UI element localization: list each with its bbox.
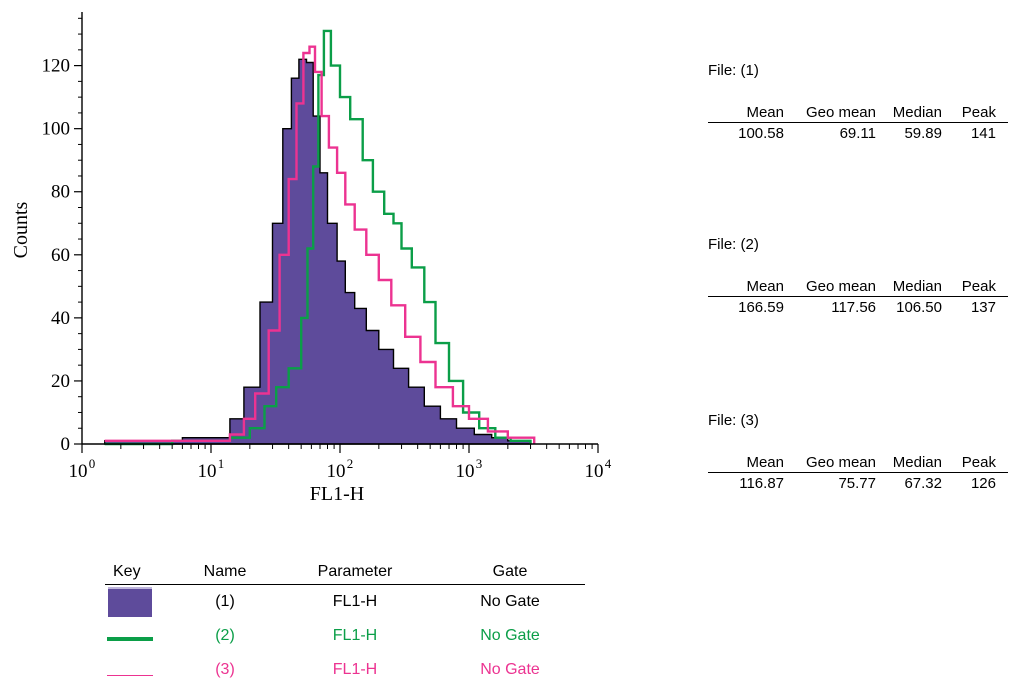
series-2-line [104, 29, 532, 446]
green-line-swatch-icon [107, 637, 153, 641]
x-tick-exponent: 3 [476, 456, 483, 471]
y-tick-label: 100 [42, 119, 71, 140]
stats-panel-3: File: (3) Mean Geo mean Median Peak 116.… [708, 412, 1008, 492]
stats-panel-1: File: (1) Mean Geo mean Median Peak 100.… [708, 62, 1008, 142]
value-median: 67.32 [904, 475, 942, 492]
value-median: 106.50 [896, 299, 942, 316]
x-tick-label: 10 [69, 461, 88, 482]
key-name: (2) [215, 627, 235, 644]
pink-line-swatch-icon [107, 674, 153, 676]
y-tick-label: 60 [51, 245, 70, 266]
value-geo-mean: 69.11 [839, 125, 876, 142]
header-geo-mean: Geo mean [805, 104, 876, 121]
stats-value-row: 100.58 69.11 59.89 141 [708, 123, 1008, 142]
y-tick-label: 40 [51, 308, 70, 329]
value-mean: 116.87 [739, 475, 784, 492]
header-gate: Gate [492, 563, 528, 580]
file-label: File: (2) [708, 236, 759, 253]
file-label: File: (3) [708, 412, 759, 429]
header-mean: Mean [746, 454, 784, 471]
header-parameter: Parameter [317, 563, 393, 580]
plot-marks [104, 29, 536, 446]
x-tick-label: 10 [456, 461, 475, 482]
key-row: (3) FL1-H No Gate [105, 653, 585, 687]
y-tick-label: 0 [61, 434, 71, 455]
value-peak: 141 [970, 125, 996, 142]
stats-value-row: 166.59 117.56 106.50 137 [708, 297, 1008, 316]
stats-header-row: Mean Geo mean Median Peak [708, 278, 1008, 297]
file-label: File: (1) [708, 62, 759, 79]
value-median: 59.89 [904, 125, 942, 142]
key-row: (1) FL1-H No Gate [105, 585, 585, 619]
value-peak: 137 [970, 299, 996, 316]
x-tick-exponent: 2 [347, 456, 354, 471]
x-tick-label: 10 [585, 461, 604, 482]
key-name: (3) [215, 661, 235, 678]
value-mean: 100.58 [738, 125, 784, 142]
y-tick-label: 120 [42, 56, 71, 77]
key-parameter: FL1-H [332, 593, 378, 610]
series-1-area [104, 58, 532, 445]
key-gate: No Gate [480, 627, 540, 644]
x-tick-label: 10 [198, 461, 217, 482]
header-mean: Mean [746, 104, 784, 121]
key-parameter: FL1-H [332, 627, 378, 644]
header-median: Median [892, 278, 942, 295]
header-key: Key [113, 563, 141, 580]
header-median: Median [892, 454, 942, 471]
value-geo-mean: 117.56 [831, 299, 876, 316]
value-peak: 126 [970, 475, 996, 492]
stats-header-row: Mean Geo mean Median Peak [708, 454, 1008, 473]
key-gate: No Gate [480, 661, 540, 678]
header-mean: Mean [746, 278, 784, 295]
value-geo-mean: 75.77 [838, 475, 876, 492]
filled-swatch-icon [108, 587, 152, 617]
x-tick-exponent: 0 [89, 456, 96, 471]
y-tick-label: 80 [51, 182, 70, 203]
x-axis-label: FL1-H [310, 483, 364, 505]
key-table: Key Name Parameter Gate (1) FL1-H No Gat… [105, 563, 585, 687]
x-tick-label: 10 [327, 461, 346, 482]
header-geo-mean: Geo mean [805, 454, 876, 471]
key-name: (1) [215, 593, 235, 610]
x-tick-exponent: 1 [218, 456, 225, 471]
header-name: Name [203, 563, 247, 580]
header-peak: Peak [961, 454, 996, 471]
header-median: Median [892, 104, 942, 121]
key-gate: No Gate [480, 593, 540, 610]
value-mean: 166.59 [738, 299, 784, 316]
key-header-row: Key Name Parameter Gate [105, 563, 585, 585]
series-3-line [104, 45, 536, 444]
key-row: (2) FL1-H No Gate [105, 619, 585, 653]
y-tick-label: 20 [51, 371, 70, 392]
header-geo-mean: Geo mean [805, 278, 876, 295]
stats-value-row: 116.87 75.77 67.32 126 [708, 473, 1008, 492]
key-parameter: FL1-H [332, 661, 378, 678]
y-axis-label: Counts [10, 201, 32, 258]
header-peak: Peak [961, 278, 996, 295]
x-tick-exponent: 4 [605, 456, 612, 471]
stats-panel-2: File: (2) Mean Geo mean Median Peak 166.… [708, 236, 1008, 316]
header-peak: Peak [961, 104, 996, 121]
stats-header-row: Mean Geo mean Median Peak [708, 104, 1008, 123]
